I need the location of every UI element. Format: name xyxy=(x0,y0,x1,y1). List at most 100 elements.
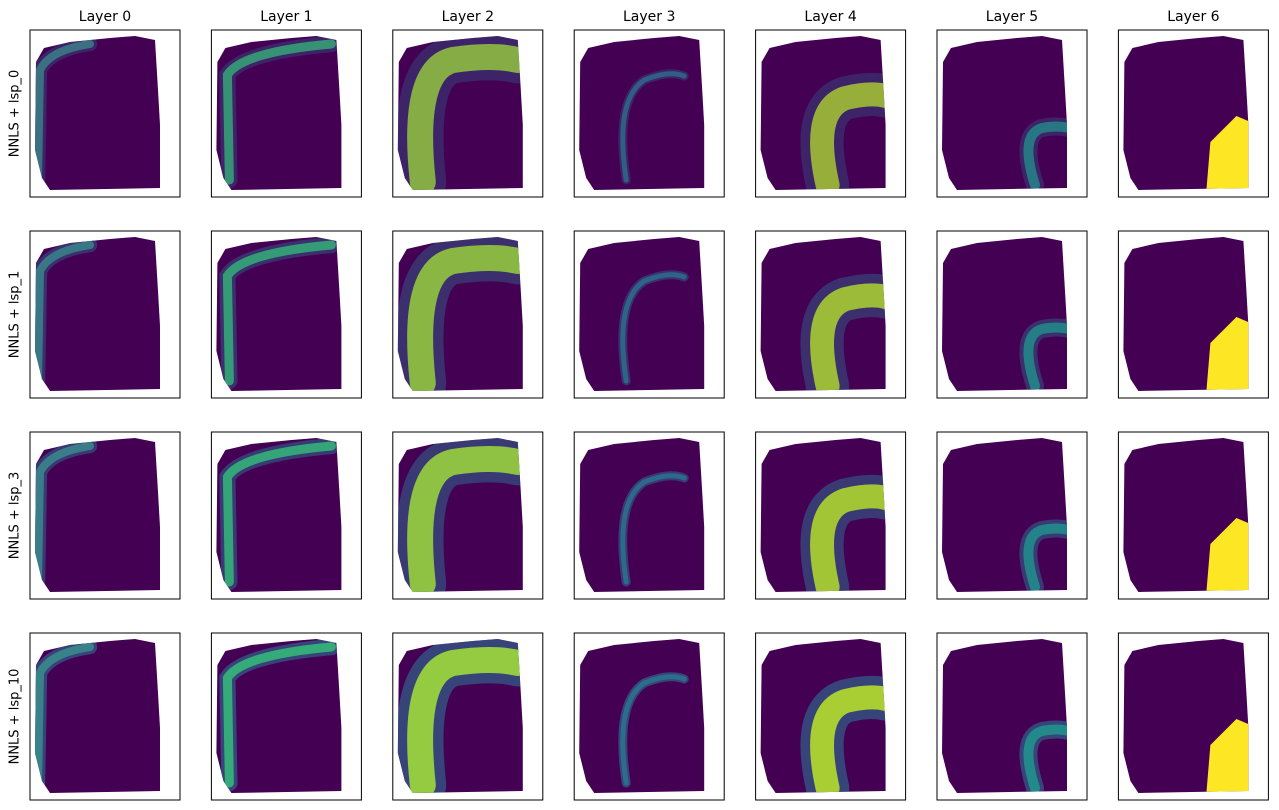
panel xyxy=(573,632,725,801)
panel-frame xyxy=(1117,632,1269,801)
panel xyxy=(29,431,181,600)
band xyxy=(620,473,687,585)
band xyxy=(222,240,336,386)
band xyxy=(407,44,523,190)
tissue-bands xyxy=(397,36,523,190)
panel xyxy=(1117,230,1269,399)
tissue xyxy=(35,237,160,391)
tissue xyxy=(35,639,160,793)
band xyxy=(620,71,687,183)
tissue xyxy=(35,438,160,592)
band xyxy=(620,674,687,786)
tissue-bands xyxy=(618,672,689,788)
panel-frame xyxy=(573,230,725,399)
panel-frame xyxy=(29,431,181,600)
tissue-bands xyxy=(397,639,523,793)
panel-frame xyxy=(755,431,907,600)
panel xyxy=(573,230,725,399)
panel xyxy=(1117,632,1269,801)
panel-frame xyxy=(210,632,362,801)
tissue-bands xyxy=(219,639,340,792)
panel-frame xyxy=(210,230,362,399)
panel-frame xyxy=(936,230,1088,399)
band xyxy=(1023,121,1067,190)
band xyxy=(35,40,94,184)
tissue-bands xyxy=(397,237,523,391)
tissue-bands xyxy=(35,438,98,590)
tissue-bands xyxy=(800,72,886,190)
band xyxy=(810,484,886,592)
panel-frame xyxy=(392,632,544,801)
tissue xyxy=(216,438,342,592)
panel xyxy=(755,632,907,801)
tissue xyxy=(579,639,705,793)
panel-frame xyxy=(210,431,362,600)
band xyxy=(1206,116,1249,190)
panel xyxy=(573,29,725,198)
panel-frame xyxy=(936,431,1088,600)
tissue-bands xyxy=(618,471,689,587)
tissue-bands xyxy=(618,270,689,386)
tissue xyxy=(579,237,705,391)
tissue xyxy=(942,36,1067,190)
panel-frame xyxy=(1117,431,1269,600)
tissue xyxy=(942,237,1067,391)
row-label: NNLS + lsp_3 xyxy=(8,472,23,560)
column-title: Layer 0 xyxy=(79,9,131,25)
band xyxy=(1206,518,1249,592)
panel xyxy=(755,230,907,399)
panel-frame xyxy=(392,431,544,600)
panel-frame xyxy=(29,29,181,198)
band xyxy=(1023,322,1067,391)
column-title: Layer 6 xyxy=(1167,9,1219,25)
panel xyxy=(1117,431,1269,600)
panel xyxy=(755,29,907,198)
tissue-bands xyxy=(800,273,886,391)
tissue xyxy=(35,36,160,190)
tissue-bands xyxy=(618,69,689,185)
column-title: Layer 5 xyxy=(986,9,1038,25)
tissue-bands xyxy=(1019,117,1067,190)
tissue xyxy=(216,237,342,391)
panel-frame xyxy=(29,632,181,801)
panel-frame xyxy=(755,29,907,198)
tissue xyxy=(579,438,705,592)
row-label: NNLS + lsp_1 xyxy=(8,271,23,359)
band xyxy=(620,272,687,384)
panel-frame xyxy=(1117,230,1269,399)
panel xyxy=(755,431,907,600)
band xyxy=(1023,523,1067,592)
panel xyxy=(936,29,1088,198)
panel xyxy=(392,29,544,198)
band xyxy=(222,642,336,788)
tissue-bands xyxy=(35,36,98,188)
row-label: NNLS + lsp_0 xyxy=(8,70,23,158)
tissue-bands xyxy=(1206,719,1249,793)
tissue-bands xyxy=(219,36,340,189)
band xyxy=(810,283,886,391)
tissue-bands xyxy=(219,237,340,390)
panel-frame xyxy=(573,431,725,600)
band xyxy=(1206,719,1249,793)
panel xyxy=(936,431,1088,600)
band xyxy=(407,245,523,391)
tissue-bands xyxy=(1206,116,1249,190)
band xyxy=(407,446,523,592)
panel xyxy=(936,632,1088,801)
panel-frame xyxy=(29,230,181,399)
panel xyxy=(29,29,181,198)
panel xyxy=(392,632,544,801)
band xyxy=(1206,317,1249,391)
tissue xyxy=(216,639,342,793)
tissue-bands xyxy=(397,438,523,592)
band xyxy=(222,441,336,587)
column-title: Layer 2 xyxy=(442,9,494,25)
band xyxy=(35,241,94,385)
panel-frame xyxy=(936,632,1088,801)
tissue-bands xyxy=(1206,317,1249,391)
tissue-bands xyxy=(1019,720,1067,793)
tissue-bands xyxy=(1206,518,1249,592)
panel-frame xyxy=(392,29,544,198)
panel xyxy=(29,230,181,399)
